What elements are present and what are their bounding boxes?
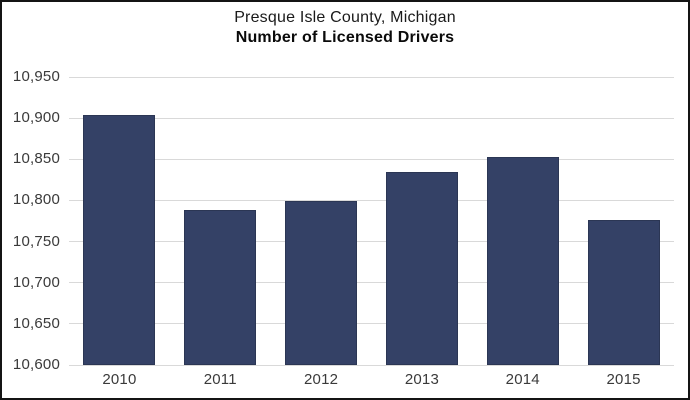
bar-2011 (184, 210, 257, 365)
bar-2014 (486, 156, 559, 365)
x-axis-tick-label: 2012 (303, 371, 339, 388)
y-gridline (69, 76, 674, 78)
y-axis-tick-label: 10,800 (12, 191, 60, 209)
bar-2013 (385, 172, 458, 365)
y-axis-tick-label: 10,700 (12, 273, 60, 291)
bar-2010 (83, 114, 156, 365)
y-axis-tick-label: 10,850 (12, 150, 60, 168)
chart-subtitle: Number of Licensed Drivers (235, 29, 455, 46)
y-gridline (69, 158, 674, 160)
y-axis-tick-label: 10,600 (12, 356, 60, 373)
bar-2015 (587, 220, 660, 365)
y-axis-tick-label: 10,950 (12, 68, 60, 85)
chart-title-block: Presque Isle County, Michigan Number of … (2, 8, 688, 48)
x-axis-tick-label: 2014 (505, 371, 540, 388)
y-axis-tick-label: 10,750 (12, 232, 60, 250)
bar-2012 (285, 201, 358, 365)
y-axis-tick-label: 10,650 (12, 314, 60, 332)
y-axis-tick-label: 10,900 (12, 109, 60, 127)
y-gridline (69, 199, 674, 201)
y-gridline (69, 323, 674, 325)
y-gridline (69, 282, 674, 284)
y-gridline (69, 364, 674, 366)
y-gridline (69, 241, 674, 243)
x-axis-tick-label: 2011 (203, 371, 237, 388)
y-gridline (69, 117, 674, 119)
chart-title: Presque Isle County, Michigan (234, 9, 456, 26)
x-axis-tick-label: 2015 (606, 371, 641, 388)
x-axis-tick-label: 2010 (102, 371, 137, 388)
x-axis-tick-label: 2013 (404, 371, 439, 388)
